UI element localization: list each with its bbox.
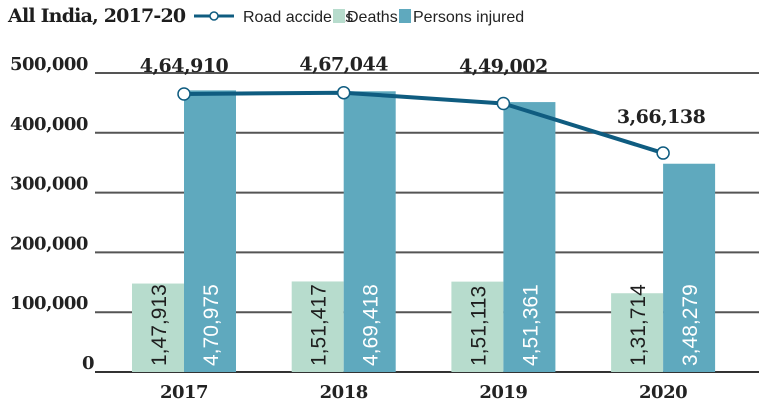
point-road-accidents: [177, 87, 191, 101]
point-label-road-accidents: 4,64,910: [140, 55, 229, 77]
bar-label-persons-injured: 3,48,279: [679, 284, 702, 366]
point-label-road-accidents: 3,66,138: [617, 106, 706, 128]
bar-persons-injured: [503, 102, 556, 372]
bar-label-deaths: 1,31,714: [627, 284, 650, 366]
y-tick-label: 400,000: [10, 114, 88, 135]
bar-persons-injured: [663, 163, 716, 372]
legend-label-road-accidents: Road accidents: [243, 9, 353, 26]
bar-label-deaths: 1,47,913: [148, 284, 171, 366]
bar-deaths: [291, 281, 344, 372]
bar-persons-injured: [184, 90, 236, 373]
x-tick-label: 2019: [479, 382, 527, 403]
bar-label-persons-injured: 4,69,418: [360, 284, 383, 366]
legend-label-deaths: Deaths: [347, 9, 398, 26]
point-road-accidents: [656, 146, 670, 160]
bar-deaths: [451, 281, 504, 372]
point-label-road-accidents: 4,49,002: [459, 55, 548, 77]
y-tick-label: 100,000: [10, 293, 88, 314]
chart-title: All India, 2017-20: [7, 5, 186, 27]
bar-label-persons-injured: 4,70,975: [200, 284, 223, 366]
point-label-road-accidents: 4,67,044: [299, 54, 388, 76]
x-tick-label: 2020: [639, 382, 687, 403]
legend-label-persons-injured: Persons injured: [413, 9, 524, 26]
y-tick-label: 0: [82, 353, 94, 374]
x-tick-label: 2017: [160, 382, 208, 403]
point-road-accidents: [336, 85, 351, 100]
bar-persons-injured: [343, 91, 396, 373]
y-tick-label: 200,000: [10, 233, 88, 254]
x-tick-label: 2018: [320, 382, 368, 403]
point-road-accidents: [496, 96, 511, 111]
bar-label-deaths: 1,51,113: [467, 286, 490, 366]
y-tick-label: 300,000: [10, 174, 88, 195]
y-tick-label: 500,000: [10, 54, 88, 75]
bar-label-persons-injured: 4,51,361: [519, 284, 542, 366]
bar-deaths: [132, 283, 184, 372]
line-road-accidents: [183, 90, 664, 155]
legend-swatch-deaths: [333, 9, 345, 23]
legend-swatch-persons-injured: [399, 9, 411, 23]
bar-label-deaths: 1,51,417: [308, 284, 331, 366]
legend-marker-swatch: [209, 11, 219, 21]
bar-deaths: [611, 293, 664, 372]
